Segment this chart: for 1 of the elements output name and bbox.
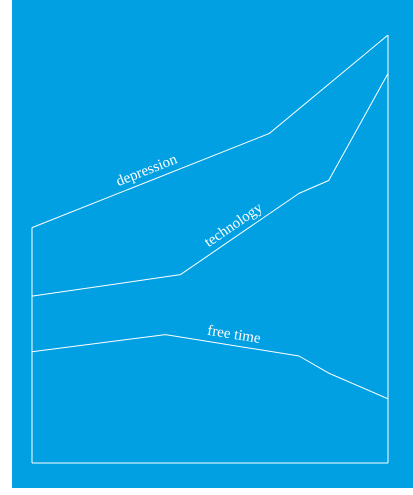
text: free time xyxy=(206,322,262,348)
